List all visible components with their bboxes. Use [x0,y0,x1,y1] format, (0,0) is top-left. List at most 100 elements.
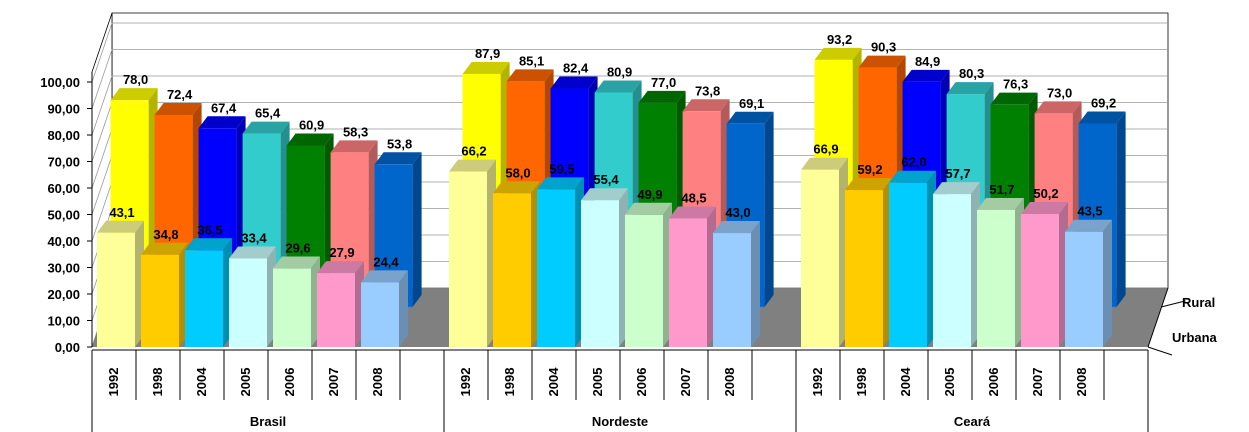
x-tick-label: 2006 [634,368,649,397]
value-label: 69,1 [739,96,764,111]
bar-top [1034,101,1082,114]
grid-line [91,155,113,215]
bar-top [449,159,496,172]
bar-top [273,256,320,269]
y-tick-label: 50,00 [47,208,80,223]
bar-top [462,61,510,74]
bar-top [801,157,848,170]
bar-top [713,221,760,234]
value-label: 65,4 [255,106,281,121]
legend-tick [1161,300,1186,308]
value-label: 36,5 [197,222,222,237]
x-tick-label: 1998 [150,368,165,397]
value-label: 58,0 [505,165,530,180]
value-label: 59,2 [857,162,882,177]
value-label: 43,5 [1077,204,1102,219]
value-label: 59,5 [549,161,574,176]
legend-tick [1147,346,1173,356]
bar-top [493,181,540,194]
bar-top [1021,201,1068,214]
bar-top [902,69,950,82]
y-tick-label: 30,00 [47,261,80,276]
x-tick-label: 2004 [546,367,561,397]
bar [317,273,355,347]
bar-top [814,47,862,60]
bar-top [317,261,364,274]
x-tick-label: 2005 [238,368,253,397]
value-label: 69,2 [1091,96,1116,111]
bar-top [946,82,994,95]
bar-top [330,140,378,153]
bar [537,189,575,347]
bar [669,218,707,347]
y-tick-label: 0,00 [55,340,80,355]
bar-top [374,152,422,165]
group-label: Nordeste [592,414,648,429]
bar-side [399,270,408,347]
x-tick-label: 2007 [1030,368,1045,397]
legend-label: Urbana [1172,330,1218,345]
bar [1065,231,1103,347]
value-label: 24,4 [373,254,399,269]
grid-line [91,102,113,162]
x-tick-label: 2007 [326,368,341,397]
depth-axis [1147,287,1169,348]
x-tick-label: 2008 [1074,368,1089,397]
bar-top [154,103,202,116]
bar-top [361,270,408,283]
value-label: 73,0 [1047,85,1072,100]
value-label: 34,8 [153,227,178,242]
bar-side [1103,219,1112,347]
value-label: 73,8 [695,83,720,98]
y-tick-label: 40,00 [47,234,80,249]
bar [493,193,531,347]
bar [713,233,751,347]
x-tick-label: 2004 [194,367,209,397]
value-label: 33,4 [241,230,267,245]
bar [625,214,663,347]
x-tick-label: 2007 [678,368,693,397]
value-label: 90,3 [871,40,896,55]
value-label: 62,0 [901,155,926,170]
value-label: 80,3 [959,66,984,81]
value-label: 43,0 [725,205,750,220]
bar [889,182,927,347]
legend-label: Rural [1182,295,1215,310]
bar [97,232,135,347]
value-label: 29,6 [285,241,310,256]
value-label: 66,9 [813,142,838,157]
x-tick-label: 1998 [502,368,517,397]
bar-top [638,90,686,103]
y-tick-label: 10,00 [47,314,80,329]
value-label: 43,1 [109,205,134,220]
bar-top [594,80,642,93]
group-label: Ceará [954,414,991,429]
bar-side [1116,111,1126,307]
bar [229,258,267,347]
value-label: 51,7 [989,182,1014,197]
value-label: 58,3 [343,124,368,139]
value-label: 60,9 [299,117,324,132]
bar [801,169,839,347]
value-label: 55,4 [593,172,619,187]
bar-top [286,133,334,146]
value-label: 80,9 [607,64,632,79]
x-tick-label: 2008 [370,368,385,397]
bar [1021,213,1059,347]
bar [581,200,619,347]
y-tick-label: 60,00 [47,181,80,196]
y-tick-label: 100,00 [40,75,80,90]
bar-top [990,92,1038,105]
bar [845,190,883,347]
y-tick-label: 70,00 [47,155,80,170]
bar-top [1078,111,1126,124]
value-label: 93,2 [827,32,852,47]
value-label: 78,0 [123,72,148,87]
bar-top [97,220,144,233]
bar-top [625,202,672,215]
value-label: 76,3 [1003,77,1028,92]
bar-top [726,111,774,124]
bar [361,282,399,347]
value-label: 87,9 [475,46,500,61]
